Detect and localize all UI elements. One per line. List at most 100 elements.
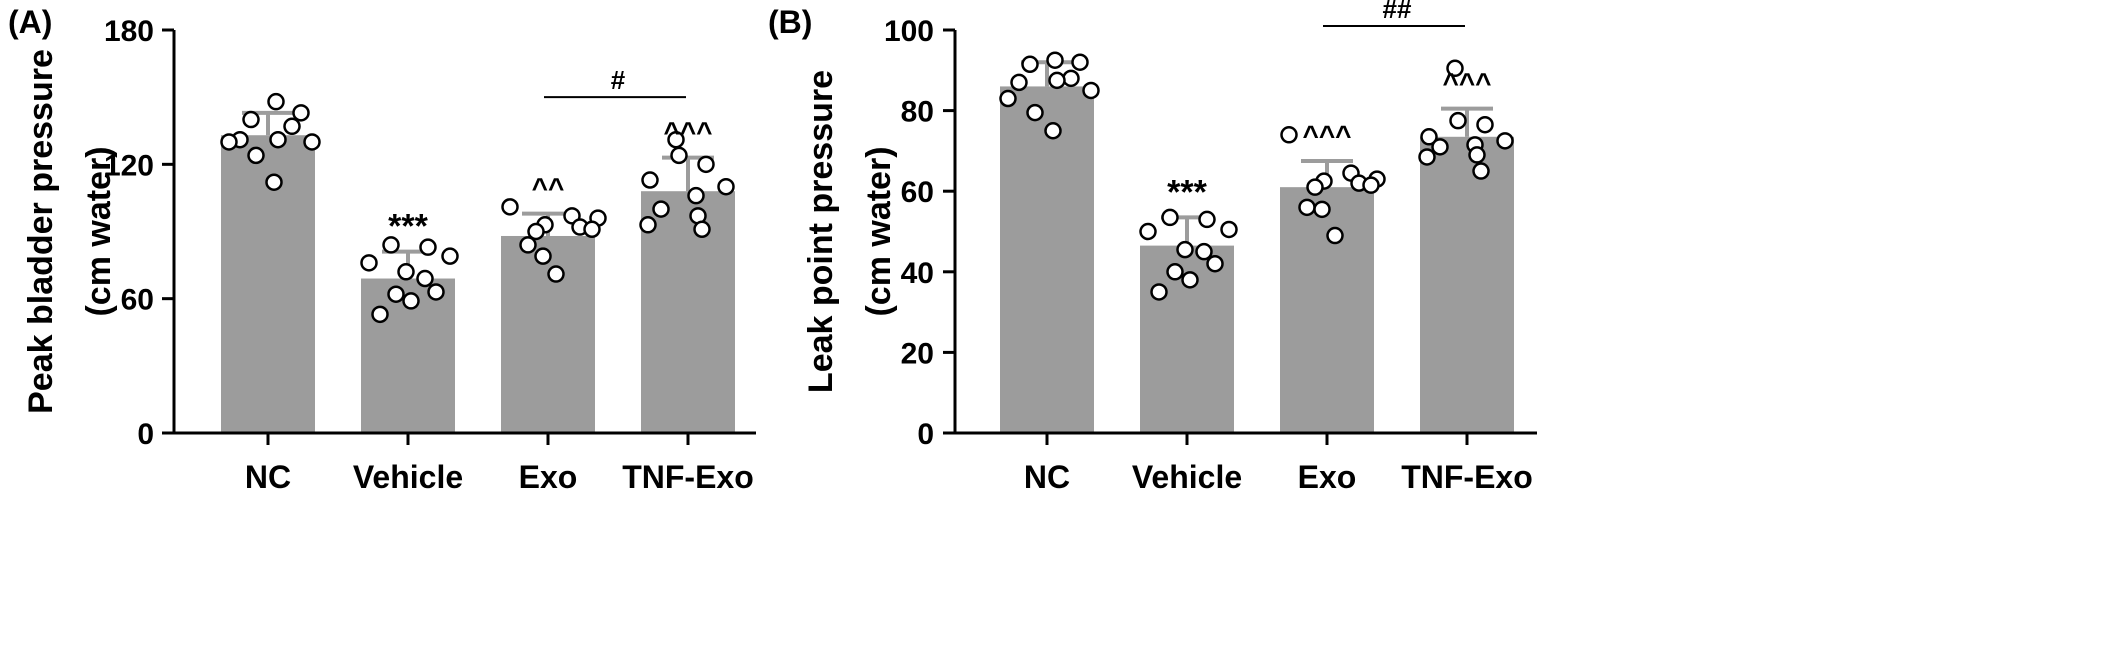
significance-marker-exo: ^^ (532, 173, 565, 204)
x-tick-label-exo: Exo (1298, 459, 1357, 495)
data-point (1472, 162, 1490, 180)
y-tick-label: 40 (901, 257, 934, 290)
data-point (371, 305, 389, 324)
y-tick-label: 80 (901, 96, 934, 129)
data-point (269, 130, 287, 149)
data-point (441, 247, 459, 265)
data-point (1195, 242, 1213, 261)
x-tick-label-nc: NC (245, 459, 291, 495)
y-tick-label: 20 (901, 337, 934, 370)
chart-panel-a: (A)Peak bladder pressure (cm water) ***^^^… (8, 4, 756, 495)
data-point (697, 155, 715, 174)
data-point (1362, 176, 1380, 194)
data-point (1010, 73, 1028, 92)
data-point (427, 283, 445, 301)
significance-marker-exo: ^^^ (1302, 120, 1351, 151)
data-point (1220, 220, 1238, 239)
panel-label: (B) (768, 4, 812, 40)
panel-label: (A) (8, 4, 52, 40)
data-point (1476, 115, 1494, 134)
data-point (1181, 271, 1199, 289)
data-point (527, 222, 545, 241)
y-axis-title-line2: (cm water) (860, 146, 898, 316)
data-point (1139, 222, 1157, 241)
y-tick-label: 100 (884, 15, 934, 48)
y-tick-label: 0 (137, 418, 154, 451)
x-tick-label-tnf-exo: TNF-Exo (1401, 459, 1533, 495)
data-point (1046, 51, 1064, 69)
data-point (387, 285, 405, 303)
comparison-bracket-label: # (611, 65, 626, 95)
x-tick-label-vehicle: Vehicle (353, 459, 463, 495)
data-point (1280, 126, 1298, 144)
data-point (1326, 226, 1344, 245)
data-point (402, 292, 420, 310)
data-point (547, 265, 565, 283)
data-point (1062, 69, 1080, 88)
data-point (1418, 148, 1436, 166)
data-point (1082, 81, 1100, 100)
data-point (1150, 283, 1168, 301)
data-point (1021, 55, 1039, 74)
y-tick-label: 0 (917, 418, 934, 451)
y-tick-label: 180 (104, 15, 154, 48)
x-tick-label-vehicle: Vehicle (1132, 459, 1242, 495)
data-point (1048, 71, 1066, 90)
data-point (1496, 132, 1514, 150)
comparison-bracket-label: ## (1383, 0, 1412, 24)
y-tick-label: 60 (121, 284, 154, 317)
bar-tnf-exo (1420, 136, 1514, 434)
data-point (652, 200, 670, 218)
y-tick-label: 60 (901, 176, 934, 209)
data-point (1298, 198, 1316, 217)
data-point (397, 263, 415, 281)
data-point (1306, 178, 1324, 196)
bar-tnf-exo (641, 191, 735, 433)
data-point (265, 173, 283, 191)
data-point (419, 238, 437, 256)
bar-nc (1000, 86, 1094, 434)
y-axis-title-line1: Leak point pressure (802, 70, 840, 393)
data-point (1206, 254, 1224, 273)
x-tick-label-tnf-exo: TNF-Exo (622, 459, 754, 495)
bar-exo (501, 235, 595, 433)
data-point (641, 171, 659, 189)
data-point (639, 216, 657, 234)
data-point (1198, 210, 1216, 229)
data-point (1420, 128, 1438, 146)
data-point (1026, 103, 1044, 122)
data-point (1071, 53, 1089, 71)
data-point (1449, 111, 1467, 130)
data-point (1161, 208, 1179, 227)
x-tick-label-nc: NC (1024, 459, 1070, 495)
data-point (519, 236, 537, 254)
significance-marker-tnf-exo: ^^^ (1442, 68, 1491, 99)
data-point (303, 133, 321, 151)
data-point (1044, 122, 1062, 140)
data-point (999, 89, 1017, 108)
bar-exo (1280, 187, 1374, 433)
data-point (1313, 200, 1331, 219)
data-point (717, 177, 735, 196)
y-tick-label: 120 (104, 149, 154, 182)
data-point (382, 236, 400, 254)
data-point (501, 198, 519, 216)
data-point (534, 247, 552, 265)
data-point (292, 104, 310, 122)
y-axis-title-line2: (cm water) (80, 146, 118, 316)
data-point (220, 133, 238, 151)
data-point (283, 117, 301, 136)
data-point (267, 92, 285, 111)
data-point (687, 186, 705, 205)
data-point (693, 220, 711, 239)
data-point (670, 146, 688, 165)
data-point (583, 220, 601, 239)
data-point (1446, 59, 1464, 78)
data-point (242, 110, 260, 129)
significance-marker-vehicle: *** (1167, 173, 1207, 211)
significance-marker-tnf-exo: ^^^ (663, 117, 712, 148)
data-point (360, 254, 378, 272)
data-point (1166, 263, 1184, 281)
chart-panel-b: (B) Leak point pressure (cm water) *** ^^^ ^^… (768, 0, 1537, 495)
